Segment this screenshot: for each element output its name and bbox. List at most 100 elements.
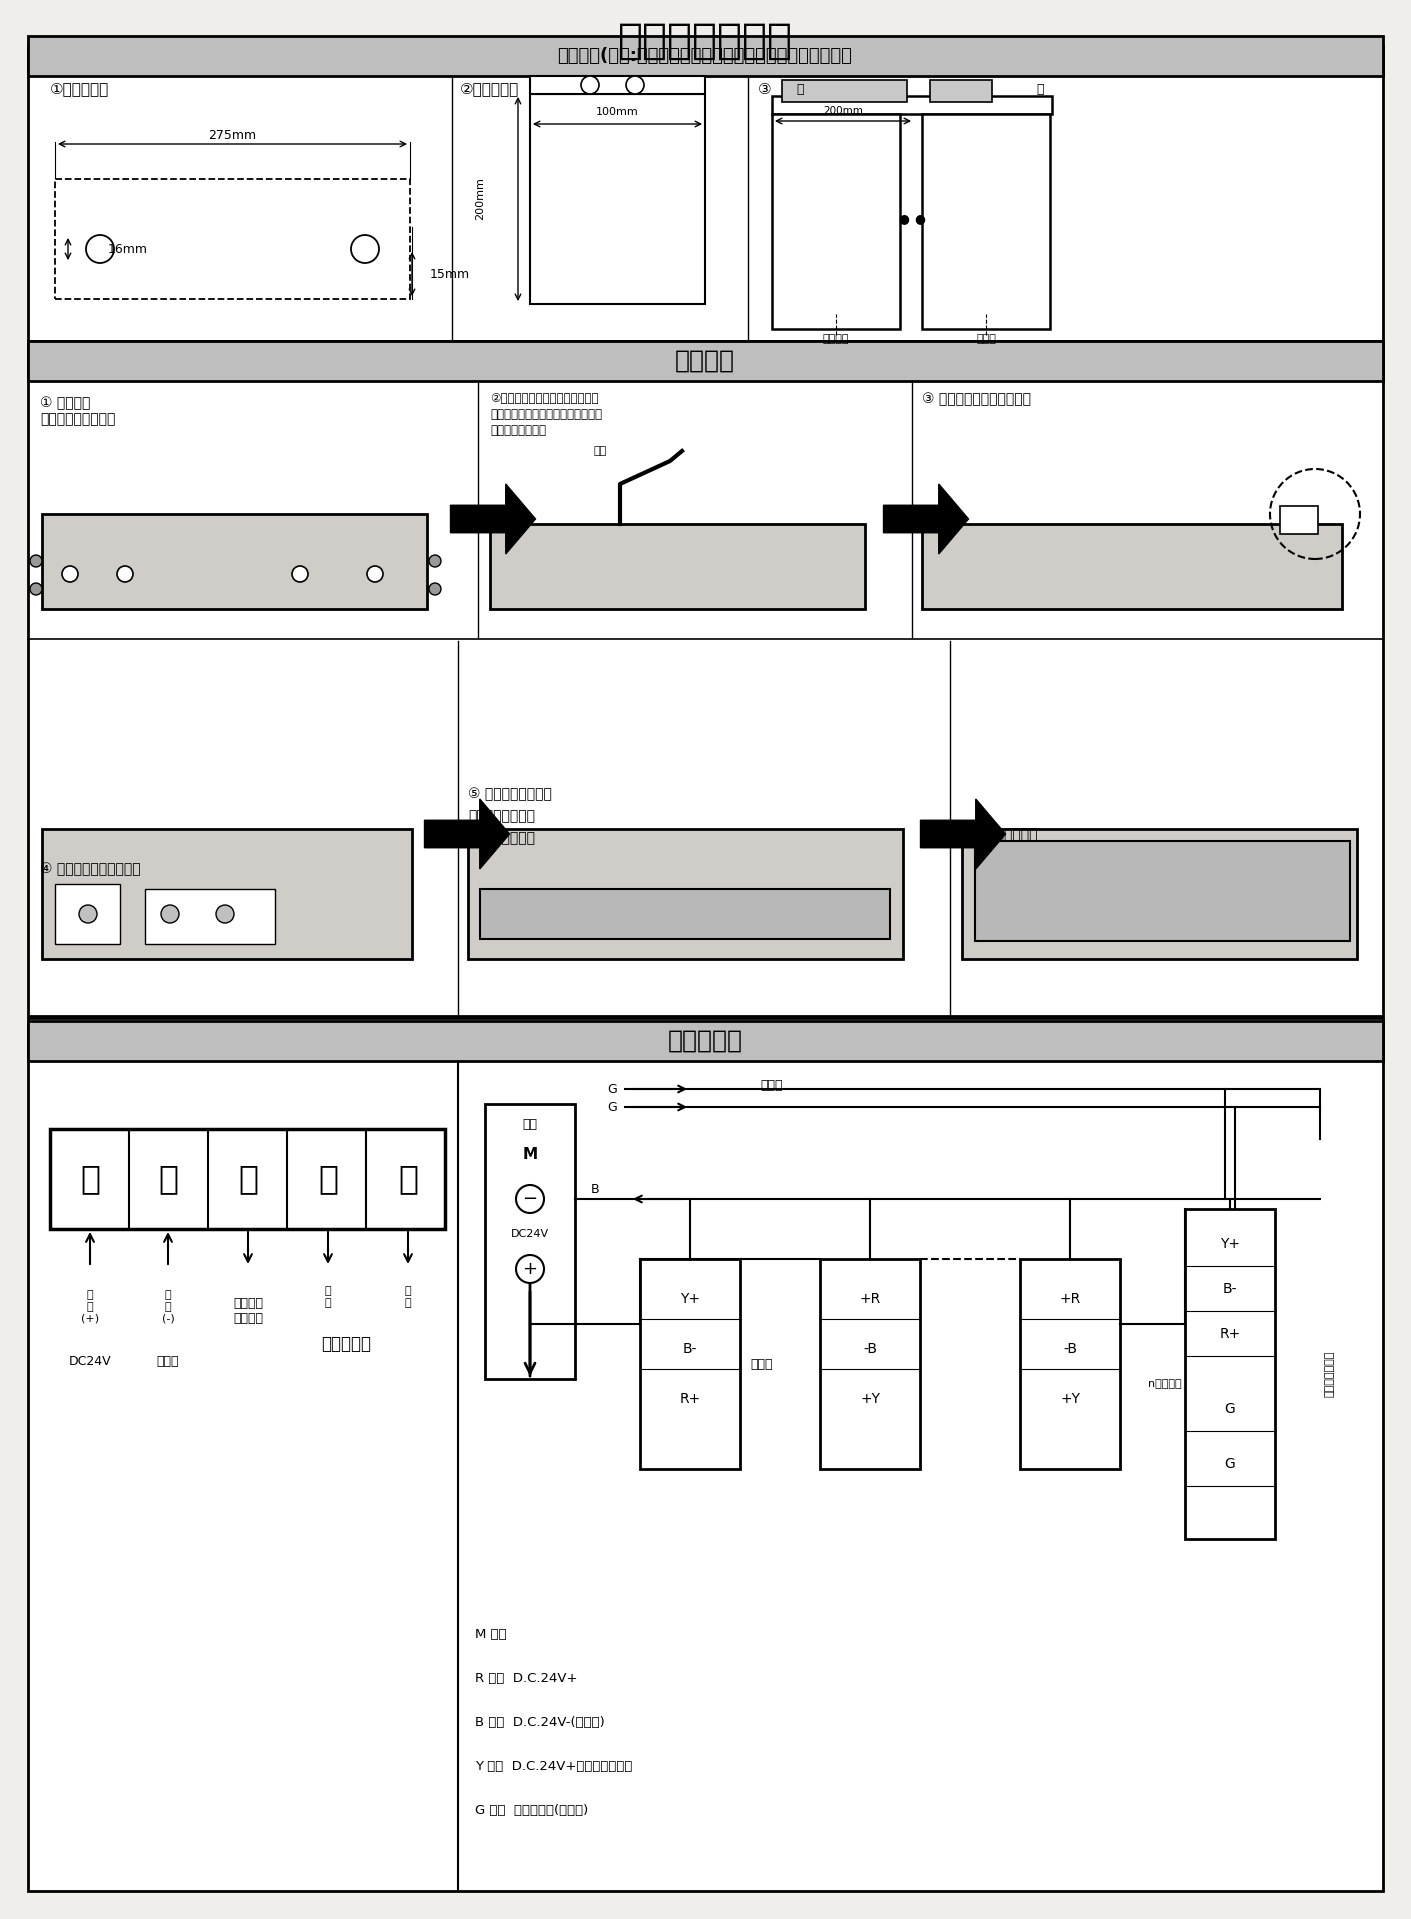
Text: 至支臂与机体平行: 至支臂与机体平行: [490, 424, 546, 438]
Text: +: +: [522, 1261, 538, 1278]
Circle shape: [161, 906, 179, 923]
Circle shape: [581, 77, 600, 94]
Text: DC24V: DC24V: [69, 1355, 111, 1368]
Text: 接线图指导: 接线图指导: [667, 1029, 742, 1054]
Text: 最后关闭防火门: 最后关闭防火门: [1325, 1351, 1335, 1397]
Text: 双扇门: 双扇门: [751, 1357, 773, 1370]
Text: ⑥ 检测效果并接线: ⑥ 检测效果并接线: [962, 827, 1037, 841]
Bar: [772, 96, 1053, 113]
Text: -B: -B: [864, 1341, 878, 1357]
Bar: [975, 841, 1350, 940]
Bar: [28, 344, 1383, 1015]
Circle shape: [429, 555, 442, 566]
Text: +R: +R: [859, 1291, 880, 1307]
Text: 绿: 绿: [317, 1163, 339, 1196]
Text: ②装上温感玻璃球后，拉复位杆，: ②装上温感玻璃球后，拉复位杆，: [490, 391, 598, 405]
Text: ●: ●: [899, 213, 910, 226]
Text: 黄: 黄: [238, 1163, 258, 1196]
Circle shape: [292, 566, 308, 581]
Text: 安装与接线步骤: 安装与接线步骤: [618, 19, 793, 61]
Text: −: −: [522, 1190, 538, 1207]
Circle shape: [516, 1255, 545, 1284]
Text: M 模块: M 模块: [476, 1627, 507, 1641]
Bar: [772, 113, 900, 328]
Text: Y+: Y+: [680, 1291, 700, 1307]
Text: 安装步骤: 安装步骤: [674, 349, 735, 372]
Text: Y 黄线  D.C.24V+串联下一个红线: Y 黄线 D.C.24V+串联下一个红线: [476, 1760, 632, 1773]
Bar: [55, 885, 120, 944]
Circle shape: [626, 77, 643, 94]
Circle shape: [30, 555, 42, 566]
Text: 输
入
(+): 输 入 (+): [80, 1290, 99, 1324]
Bar: [531, 94, 706, 303]
Text: 输
出: 输 出: [325, 1286, 332, 1309]
Text: Y+: Y+: [1221, 1238, 1240, 1251]
Text: 公共线: 公共线: [157, 1355, 179, 1368]
Bar: [28, 46, 1383, 342]
Text: 右: 右: [1036, 83, 1044, 96]
Text: 的孔并紧固螺丝。: 的孔并紧固螺丝。: [468, 831, 535, 844]
Circle shape: [351, 234, 380, 263]
Text: ●: ●: [914, 213, 926, 226]
Bar: [485, 1103, 576, 1380]
Text: +R: +R: [1060, 1291, 1081, 1307]
Circle shape: [62, 566, 78, 581]
Bar: [145, 888, 275, 944]
Bar: [28, 36, 1383, 77]
Text: +Y: +Y: [1060, 1391, 1079, 1407]
Text: ①闭门器开孔: ①闭门器开孔: [49, 81, 109, 96]
Bar: [42, 829, 412, 960]
Polygon shape: [450, 484, 536, 555]
Text: G: G: [607, 1082, 617, 1096]
Text: 275mm: 275mm: [207, 129, 255, 142]
Text: 200mm: 200mm: [823, 106, 864, 115]
Text: B: B: [591, 1182, 600, 1196]
Text: 红: 红: [80, 1163, 100, 1196]
Bar: [820, 1259, 920, 1470]
Text: 15mm: 15mm: [430, 267, 470, 280]
Circle shape: [79, 906, 97, 923]
Bar: [49, 1128, 444, 1228]
Circle shape: [216, 906, 234, 923]
Text: ②支臂槽开孔: ②支臂槽开孔: [460, 81, 519, 96]
Text: 上支臂再对准门上: 上支臂再对准门上: [468, 810, 535, 823]
Bar: [1280, 507, 1318, 533]
Text: 黑: 黑: [158, 1163, 178, 1196]
Text: B 黑线  D.C.24V-(公共线): B 黑线 D.C.24V-(公共线): [476, 1716, 605, 1729]
Circle shape: [429, 583, 442, 595]
Text: 输
入
(-): 输 入 (-): [162, 1290, 175, 1324]
Text: 反馈: 反馈: [522, 1117, 538, 1130]
Text: 100mm: 100mm: [595, 107, 639, 117]
Text: 输
出: 输 出: [405, 1286, 412, 1309]
Text: B-: B-: [683, 1341, 697, 1357]
FancyBboxPatch shape: [55, 178, 411, 299]
Bar: [531, 77, 706, 94]
Text: ① 卸下支臂
（出厂时已装配好）: ① 卸下支臂 （出厂时已装配好）: [40, 395, 116, 426]
Text: 再用支臂调弯头头摆动方向（后拉）: 再用支臂调弯头头摆动方向（后拉）: [490, 409, 602, 420]
Polygon shape: [425, 798, 509, 869]
Bar: [1185, 1209, 1276, 1539]
Circle shape: [367, 566, 382, 581]
Text: M: M: [522, 1146, 538, 1161]
Bar: [42, 514, 428, 608]
Text: n个单扇门: n个单扇门: [1149, 1380, 1182, 1389]
Bar: [468, 829, 903, 960]
Text: G: G: [1225, 1457, 1236, 1472]
Text: 16mm: 16mm: [109, 242, 148, 255]
Bar: [930, 81, 992, 102]
Text: R+: R+: [1219, 1328, 1240, 1341]
Circle shape: [117, 566, 133, 581]
Bar: [490, 524, 865, 608]
Text: -B: -B: [1062, 1341, 1077, 1357]
Polygon shape: [883, 484, 968, 555]
Text: R 红线  D.C.24V+: R 红线 D.C.24V+: [476, 1671, 577, 1685]
Polygon shape: [920, 798, 1006, 869]
Text: G 绿线  无源信号线(开关式): G 绿线 无源信号线(开关式): [476, 1804, 588, 1817]
Bar: [782, 81, 907, 102]
Text: ⑤ 卡槽的安装，先卡: ⑤ 卡槽的安装，先卡: [468, 787, 552, 800]
Bar: [641, 1259, 739, 1470]
Bar: [480, 888, 890, 938]
Text: 后拉: 后拉: [594, 445, 607, 457]
Text: R+: R+: [679, 1391, 701, 1407]
Text: 无源信号线: 无源信号线: [320, 1336, 371, 1353]
